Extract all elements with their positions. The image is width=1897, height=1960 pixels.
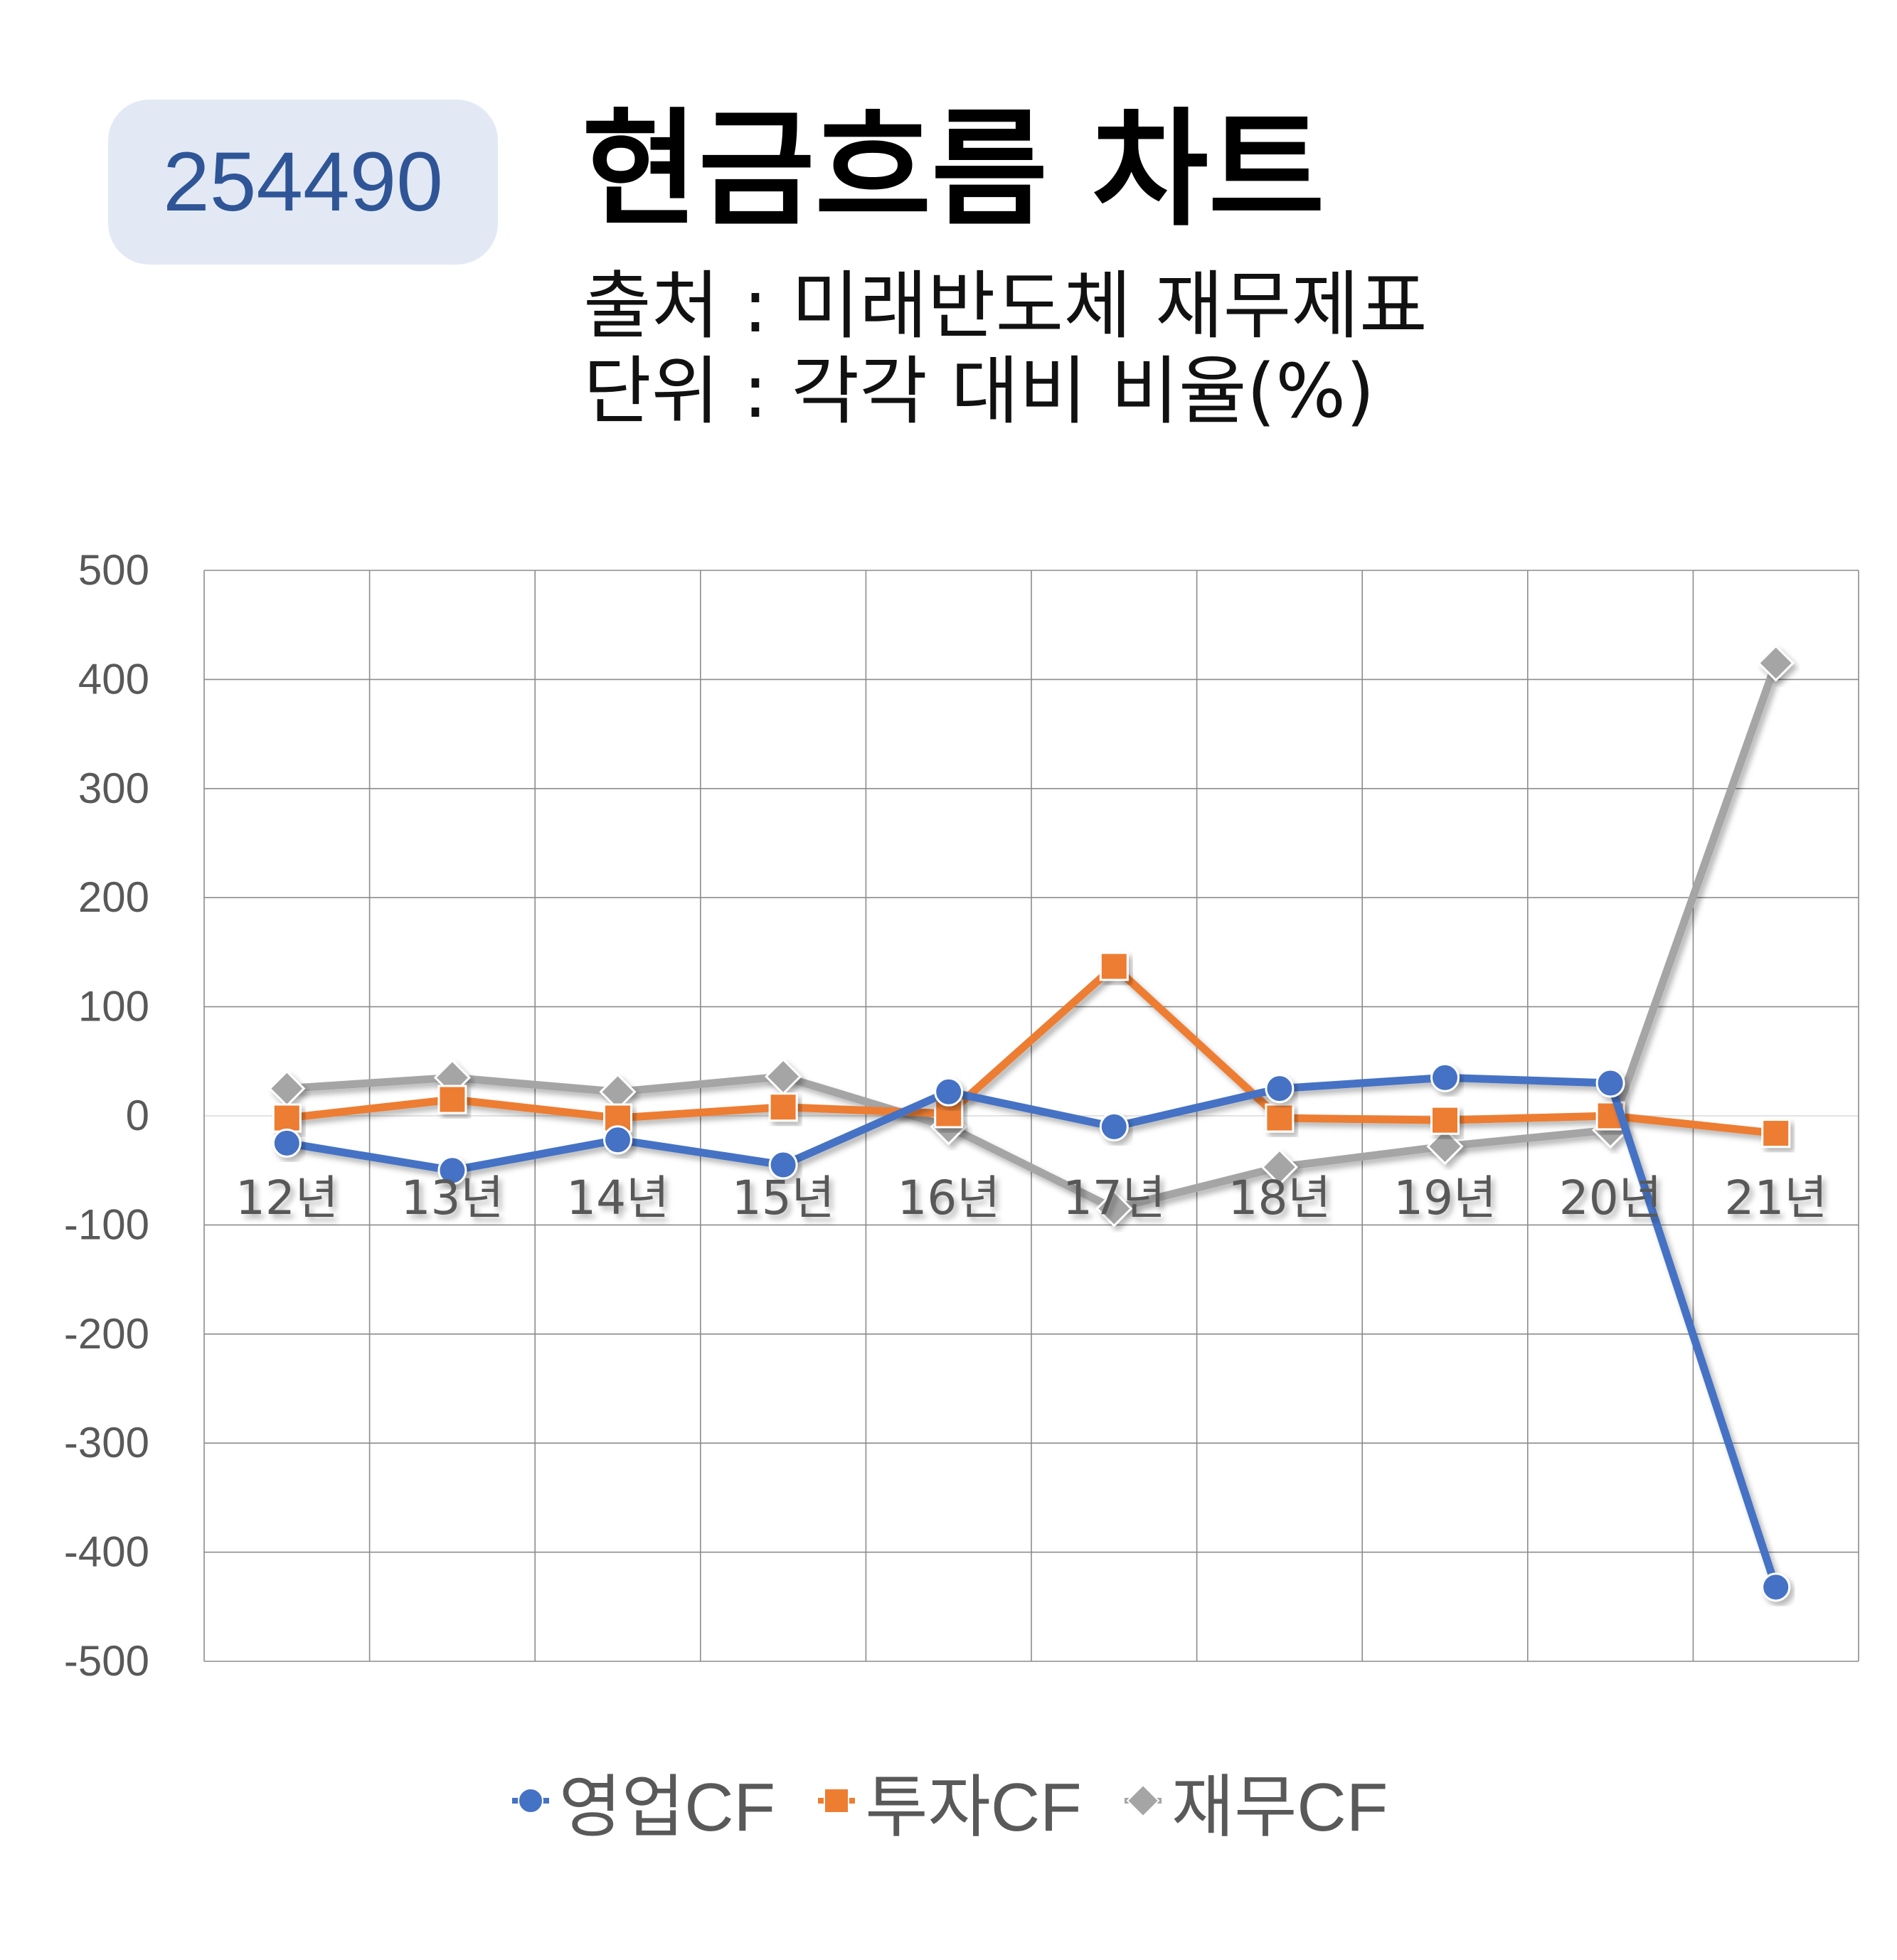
y-tick-label: 300 [78,765,149,812]
x-tick-label: 16년 [897,1171,1000,1225]
legend: 영업CF 투자CF 재무CF [0,1758,1897,1846]
data-point [1095,1190,1133,1227]
x-axis-ticks: 12년 13년 14년 15년 16년 17년 18년 19년 20년 21년 [235,1171,1827,1225]
data-point [1260,1148,1299,1186]
y-tick-label: -500 [64,1637,149,1685]
x-tick-label: 17년 [1063,1171,1166,1225]
series-line [286,962,1777,1138]
legend-swatch [511,1788,549,1813]
y-axis-ticks: 500 400 300 200 100 0 -100 -200 -300 -400 -500 [64,546,149,1685]
data-point [1757,644,1795,682]
chart-title: 현금흐름 차트 [582,96,1325,243]
data-point [1426,1127,1464,1166]
legend-item: 투자CF [815,1752,1082,1850]
data-point [764,1058,802,1095]
data-point [1265,1103,1295,1133]
series-line [286,1073,1780,1589]
data-point [603,1103,632,1133]
x-tick-label: 13년 [401,1171,504,1225]
data-point [1099,1112,1129,1141]
data-point [1265,1074,1295,1104]
y-tick-label: 200 [78,873,149,921]
data-point [1430,1062,1460,1092]
legend-item: 영업CF [509,1752,776,1850]
stock-code-badge: 254490 [108,100,498,265]
source-note: 출처 : 미래반도체 재무제표 [583,262,1428,349]
x-tick-label: 12년 [235,1171,339,1225]
y-tick-label: -300 [64,1419,149,1466]
x-tick-label: 19년 [1393,1171,1497,1225]
y-tick-label: -100 [64,1200,149,1248]
legend-marker [1126,1784,1160,1818]
legend-swatch [1124,1784,1162,1818]
data-point [272,1103,302,1133]
x-tick-label: 14년 [566,1171,669,1225]
data-point [768,1150,798,1180]
data-point [1761,1572,1791,1602]
data-point [768,1092,798,1122]
data-point [268,1070,306,1107]
gridlines [203,570,1859,1662]
data-point [437,1085,467,1114]
y-tick-label: 500 [78,546,149,594]
series-0 [272,1062,1791,1602]
y-tick-label: 100 [78,983,149,1030]
y-tick-label: -400 [64,1528,149,1576]
y-tick-label: 0 [126,1092,149,1139]
data-point [1761,1119,1791,1149]
legend-marker [517,1788,543,1813]
legend-label: 재무CF [1171,1769,1388,1846]
y-tick-label: -200 [64,1310,149,1358]
legend-label: 영업CF [558,1769,776,1846]
data-point [603,1125,632,1155]
data-point [934,1077,964,1107]
x-tick-label: 21년 [1724,1171,1827,1225]
x-tick-label: 20년 [1559,1171,1662,1225]
legend-swatch [818,1788,856,1813]
x-tick-label: 15년 [732,1171,835,1225]
legend-item: 재무CF [1122,1752,1388,1850]
data-point [1595,1068,1625,1098]
series-line [286,661,1780,1213]
y-tick-label: 400 [78,655,149,703]
series-lines [268,644,1795,1602]
unit-note: 단위 : 각각 대비 비율(%) [583,348,1375,435]
data-point [437,1156,467,1186]
data-point [1430,1105,1460,1135]
x-tick-label: 18년 [1228,1171,1332,1225]
data-point [1099,952,1129,981]
data-point [272,1128,302,1158]
legend-marker [824,1788,850,1813]
line-chart: 500 400 300 200 100 0 -100 -200 -300 -400 -500 12년… [64,546,1859,1685]
legend-label: 투자CF [865,1769,1082,1846]
